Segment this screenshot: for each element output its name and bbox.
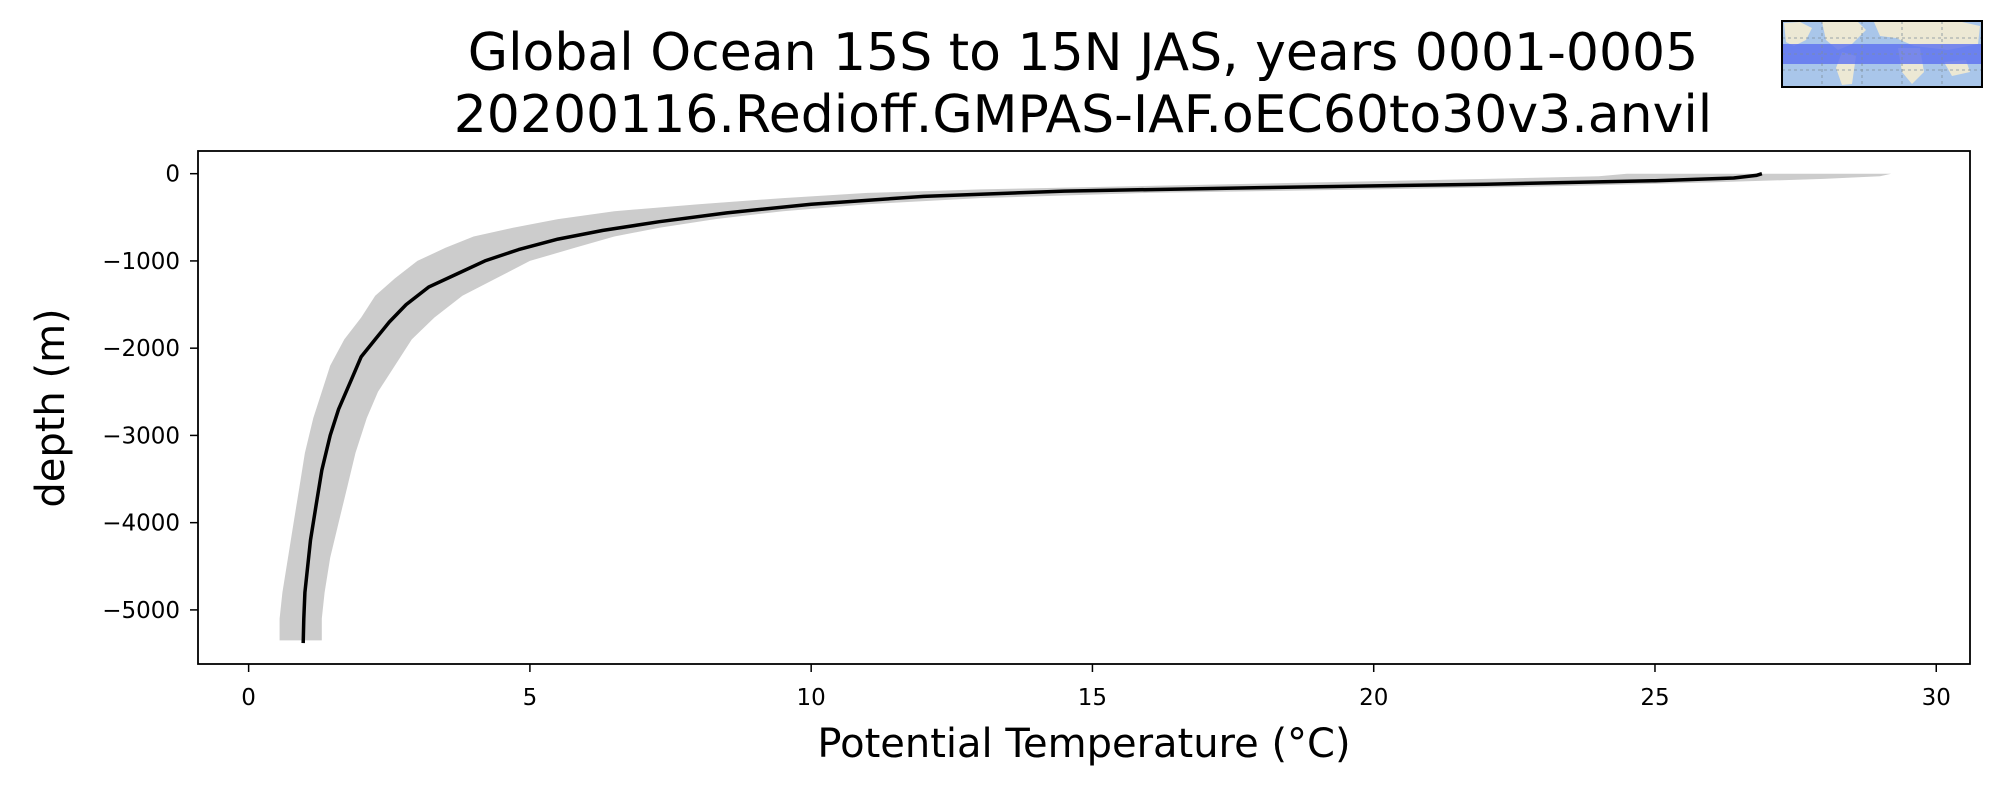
y-axis-label: depth (m): [28, 308, 74, 507]
x-tick-label: 15: [1078, 685, 1107, 711]
chart-subtitle: 20200116.Redioff.GMPAS-IAF.oEC60to30v3.a…: [454, 85, 1713, 145]
x-axis: 0 5 10 15 20 25 30: [241, 664, 1951, 711]
y-tick-label: −5000: [102, 598, 180, 624]
x-tick-label: 0: [241, 685, 256, 711]
plot-frame: [197, 150, 1971, 665]
y-tick-label: 0: [165, 162, 180, 188]
x-tick-label: 10: [797, 685, 826, 711]
x-tick-label: 25: [1640, 685, 1669, 711]
y-tick-label: −4000: [102, 511, 180, 537]
y-tick-label: −1000: [102, 249, 180, 275]
plot-area: [197, 150, 1971, 665]
world-map-icon: [1781, 20, 1983, 88]
x-axis-label: Potential Temperature (°C): [817, 721, 1350, 767]
x-tick-label: 30: [1922, 685, 1951, 711]
x-tick-label: 5: [523, 685, 538, 711]
chart-title: Global Ocean 15S to 15N JAS, years 0001-…: [468, 23, 1698, 83]
x-tick-label: 20: [1359, 685, 1388, 711]
y-tick-label: −3000: [102, 423, 180, 449]
y-tick-label: −2000: [102, 336, 180, 362]
mean-profile-line: [301, 172, 1763, 644]
y-axis: 0 −1000 −2000 −3000 −4000 −5000: [102, 162, 198, 624]
range-band: [279, 173, 1892, 641]
